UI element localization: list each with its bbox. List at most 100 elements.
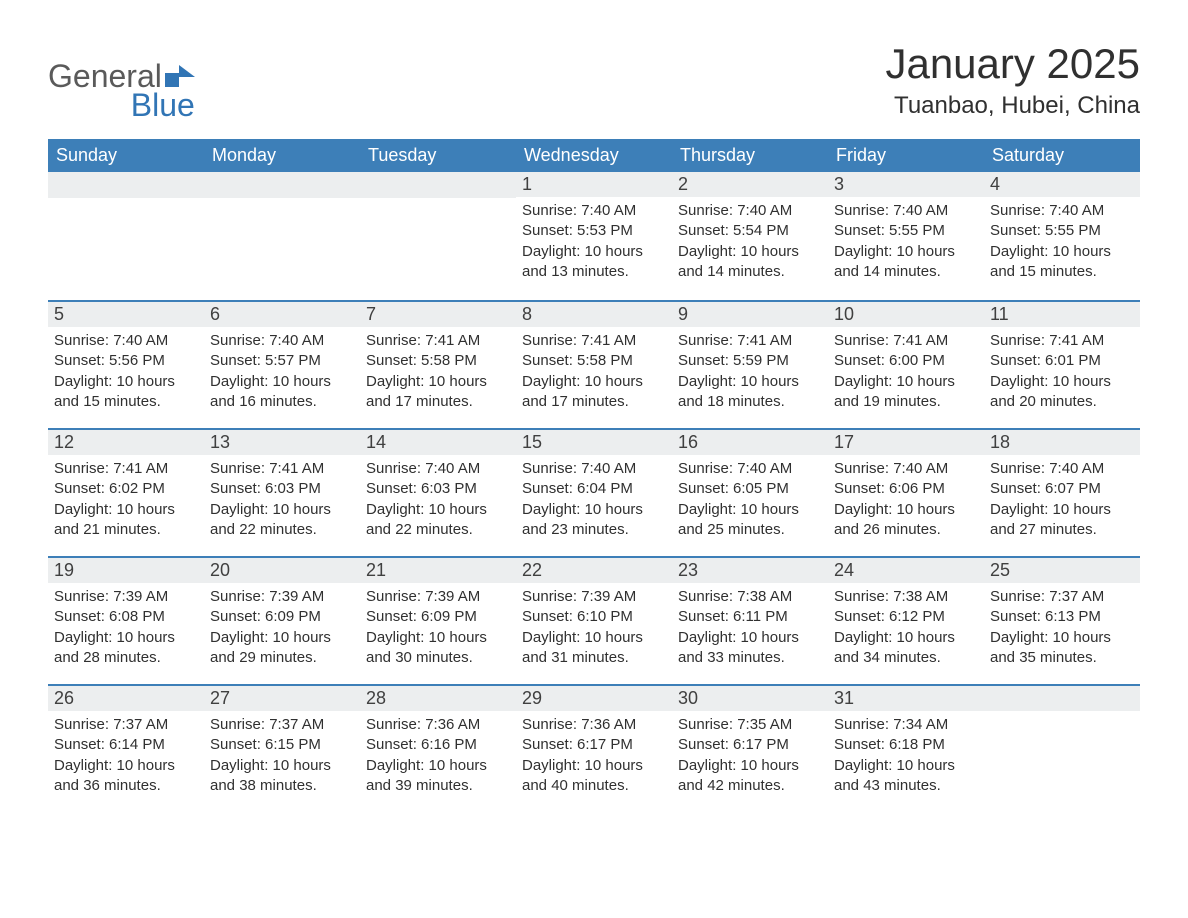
daylight-text-line2: and 36 minutes. [54, 776, 198, 796]
day-content: Sunrise: 7:39 AMSunset: 6:10 PMDaylight:… [516, 583, 672, 676]
daylight-text-line2: and 25 minutes. [678, 520, 822, 540]
daylight-text-line2: and 21 minutes. [54, 520, 198, 540]
sunrise-text: Sunrise: 7:37 AM [54, 715, 198, 735]
sunrise-text: Sunrise: 7:39 AM [54, 587, 198, 607]
day-number: 17 [828, 428, 984, 455]
daylight-text-line1: Daylight: 10 hours [834, 242, 978, 262]
day-content: Sunrise: 7:41 AMSunset: 6:00 PMDaylight:… [828, 327, 984, 420]
day-cell: 9Sunrise: 7:41 AMSunset: 5:59 PMDaylight… [672, 300, 828, 428]
day-cell: 2Sunrise: 7:40 AMSunset: 5:54 PMDaylight… [672, 172, 828, 300]
day-content: Sunrise: 7:40 AMSunset: 5:54 PMDaylight:… [672, 197, 828, 290]
daylight-text-line2: and 22 minutes. [366, 520, 510, 540]
day-cell: 25Sunrise: 7:37 AMSunset: 6:13 PMDayligh… [984, 556, 1140, 684]
sunrise-text: Sunrise: 7:41 AM [210, 459, 354, 479]
sunset-text: Sunset: 5:58 PM [366, 351, 510, 371]
day-number: 31 [828, 684, 984, 711]
day-cell: 27Sunrise: 7:37 AMSunset: 6:15 PMDayligh… [204, 684, 360, 812]
day-cell [984, 684, 1140, 812]
day-cell: 4Sunrise: 7:40 AMSunset: 5:55 PMDaylight… [984, 172, 1140, 300]
sunset-text: Sunset: 5:54 PM [678, 221, 822, 241]
daylight-text-line1: Daylight: 10 hours [834, 756, 978, 776]
sunrise-text: Sunrise: 7:40 AM [54, 331, 198, 351]
day-content: Sunrise: 7:41 AMSunset: 6:03 PMDaylight:… [204, 455, 360, 548]
day-cell: 6Sunrise: 7:40 AMSunset: 5:57 PMDaylight… [204, 300, 360, 428]
day-cell: 1Sunrise: 7:40 AMSunset: 5:53 PMDaylight… [516, 172, 672, 300]
sunset-text: Sunset: 6:09 PM [210, 607, 354, 627]
day-content: Sunrise: 7:40 AMSunset: 5:55 PMDaylight:… [828, 197, 984, 290]
day-cell: 23Sunrise: 7:38 AMSunset: 6:11 PMDayligh… [672, 556, 828, 684]
sunrise-text: Sunrise: 7:36 AM [366, 715, 510, 735]
sunrise-text: Sunrise: 7:39 AM [522, 587, 666, 607]
day-cell: 5Sunrise: 7:40 AMSunset: 5:56 PMDaylight… [48, 300, 204, 428]
sunrise-text: Sunrise: 7:41 AM [366, 331, 510, 351]
day-number: 5 [48, 300, 204, 327]
sunrise-text: Sunrise: 7:40 AM [834, 201, 978, 221]
day-number: 26 [48, 684, 204, 711]
sunrise-text: Sunrise: 7:38 AM [678, 587, 822, 607]
sunset-text: Sunset: 6:06 PM [834, 479, 978, 499]
daylight-text-line1: Daylight: 10 hours [834, 628, 978, 648]
day-content: Sunrise: 7:41 AMSunset: 6:02 PMDaylight:… [48, 455, 204, 548]
day-content: Sunrise: 7:40 AMSunset: 6:04 PMDaylight:… [516, 455, 672, 548]
day-number: 8 [516, 300, 672, 327]
sunset-text: Sunset: 6:14 PM [54, 735, 198, 755]
day-cell: 28Sunrise: 7:36 AMSunset: 6:16 PMDayligh… [360, 684, 516, 812]
day-content: Sunrise: 7:37 AMSunset: 6:14 PMDaylight:… [48, 711, 204, 804]
daylight-text-line2: and 39 minutes. [366, 776, 510, 796]
day-number: 20 [204, 556, 360, 583]
calendar-table: Sunday Monday Tuesday Wednesday Thursday… [48, 139, 1140, 812]
day-number: 23 [672, 556, 828, 583]
daylight-text-line2: and 40 minutes. [522, 776, 666, 796]
day-number: 16 [672, 428, 828, 455]
day-number: 29 [516, 684, 672, 711]
daylight-text-line1: Daylight: 10 hours [522, 500, 666, 520]
day-content: Sunrise: 7:38 AMSunset: 6:11 PMDaylight:… [672, 583, 828, 676]
sunrise-text: Sunrise: 7:40 AM [522, 459, 666, 479]
day-cell: 12Sunrise: 7:41 AMSunset: 6:02 PMDayligh… [48, 428, 204, 556]
daylight-text-line1: Daylight: 10 hours [54, 756, 198, 776]
day-number: 27 [204, 684, 360, 711]
day-cell: 7Sunrise: 7:41 AMSunset: 5:58 PMDaylight… [360, 300, 516, 428]
daylight-text-line2: and 26 minutes. [834, 520, 978, 540]
day-number: 2 [672, 172, 828, 197]
day-content: Sunrise: 7:36 AMSunset: 6:16 PMDaylight:… [360, 711, 516, 804]
weekday-header-row: Sunday Monday Tuesday Wednesday Thursday… [48, 139, 1140, 172]
day-cell: 13Sunrise: 7:41 AMSunset: 6:03 PMDayligh… [204, 428, 360, 556]
day-cell [48, 172, 204, 300]
daylight-text-line1: Daylight: 10 hours [678, 372, 822, 392]
daylight-text-line1: Daylight: 10 hours [834, 500, 978, 520]
sunrise-text: Sunrise: 7:36 AM [522, 715, 666, 735]
day-content: Sunrise: 7:39 AMSunset: 6:09 PMDaylight:… [360, 583, 516, 676]
sunset-text: Sunset: 5:57 PM [210, 351, 354, 371]
sunset-text: Sunset: 6:17 PM [678, 735, 822, 755]
day-number: 15 [516, 428, 672, 455]
sunset-text: Sunset: 6:12 PM [834, 607, 978, 627]
sunset-text: Sunset: 6:18 PM [834, 735, 978, 755]
sunrise-text: Sunrise: 7:35 AM [678, 715, 822, 735]
sunset-text: Sunset: 6:16 PM [366, 735, 510, 755]
logo: General Blue [48, 40, 195, 121]
day-cell [204, 172, 360, 300]
day-cell: 3Sunrise: 7:40 AMSunset: 5:55 PMDaylight… [828, 172, 984, 300]
sunset-text: Sunset: 6:05 PM [678, 479, 822, 499]
day-content: Sunrise: 7:39 AMSunset: 6:09 PMDaylight:… [204, 583, 360, 676]
daylight-text-line1: Daylight: 10 hours [210, 756, 354, 776]
daylight-text-line1: Daylight: 10 hours [678, 756, 822, 776]
day-number: 25 [984, 556, 1140, 583]
sunset-text: Sunset: 5:58 PM [522, 351, 666, 371]
sunrise-text: Sunrise: 7:37 AM [210, 715, 354, 735]
day-number: 30 [672, 684, 828, 711]
day-content: Sunrise: 7:39 AMSunset: 6:08 PMDaylight:… [48, 583, 204, 676]
daylight-text-line2: and 31 minutes. [522, 648, 666, 668]
daylight-text-line1: Daylight: 10 hours [678, 242, 822, 262]
day-content: Sunrise: 7:35 AMSunset: 6:17 PMDaylight:… [672, 711, 828, 804]
header-wednesday: Wednesday [516, 139, 672, 172]
sunrise-text: Sunrise: 7:41 AM [678, 331, 822, 351]
day-number: 22 [516, 556, 672, 583]
day-content: Sunrise: 7:40 AMSunset: 6:07 PMDaylight:… [984, 455, 1140, 548]
sunrise-text: Sunrise: 7:40 AM [990, 201, 1134, 221]
day-number: 9 [672, 300, 828, 327]
daylight-text-line1: Daylight: 10 hours [834, 372, 978, 392]
daylight-text-line2: and 15 minutes. [990, 262, 1134, 282]
sunrise-text: Sunrise: 7:40 AM [366, 459, 510, 479]
